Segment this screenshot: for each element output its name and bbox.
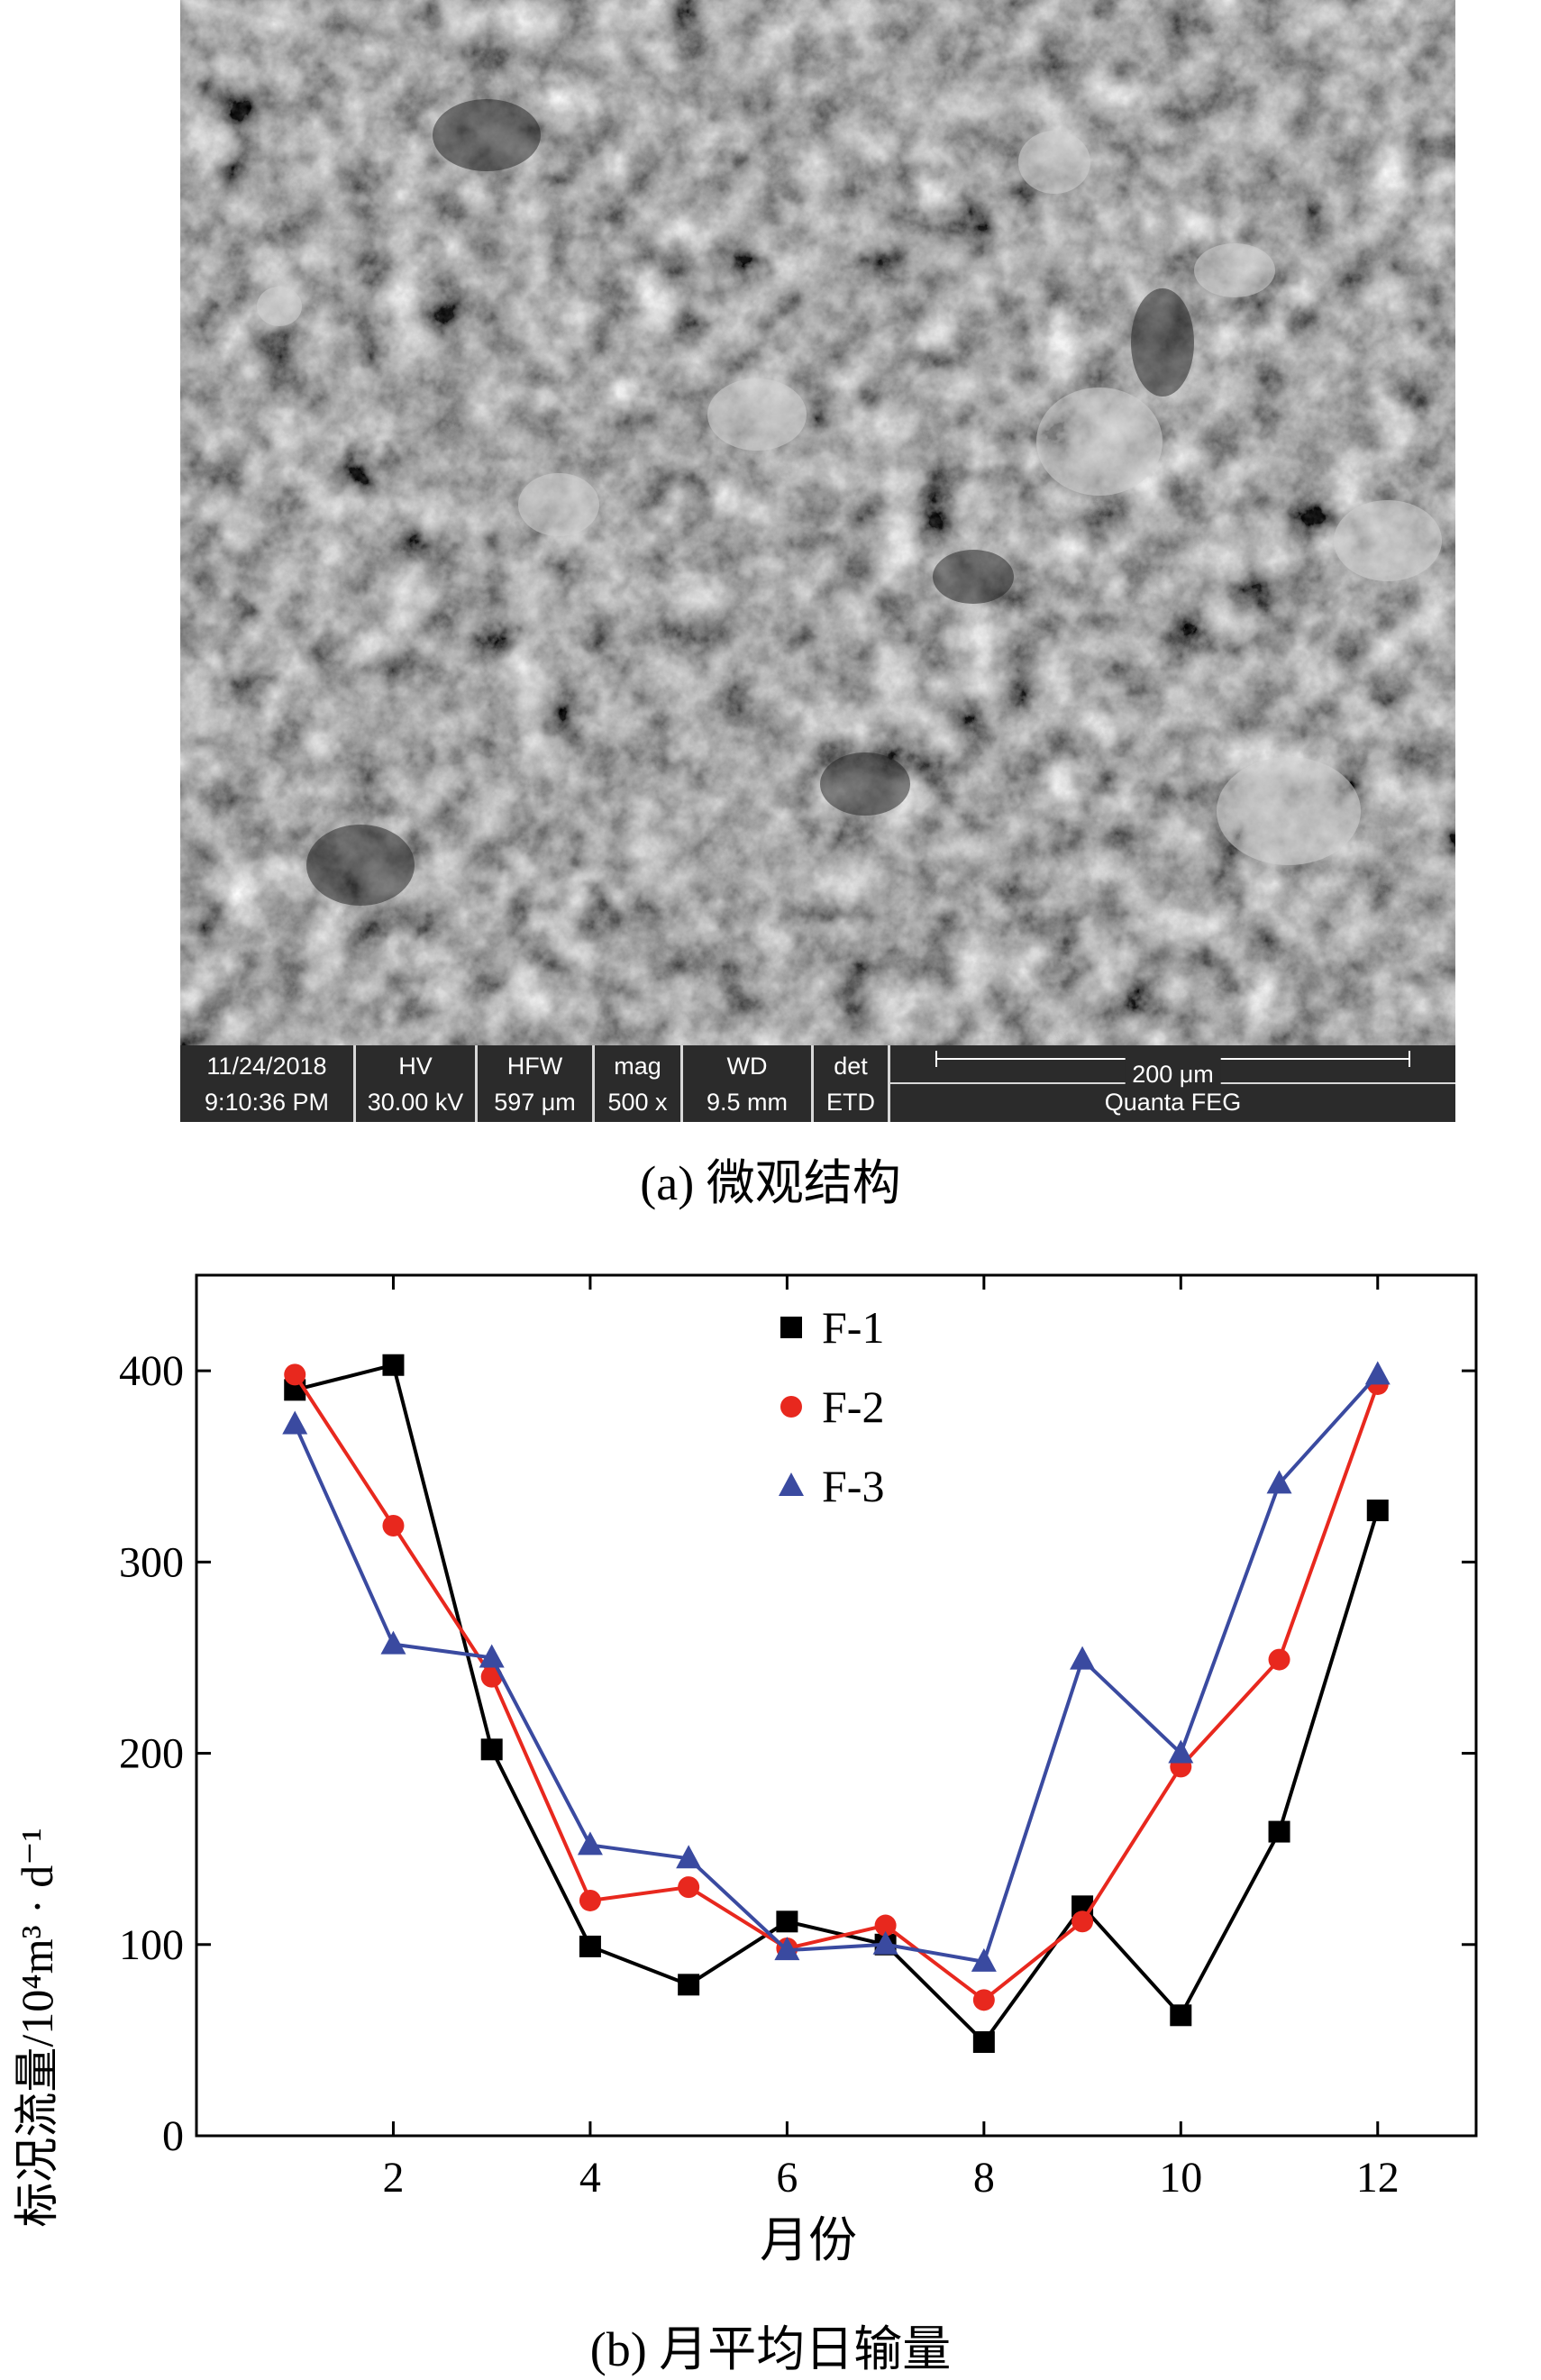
data-point [872,1930,898,1955]
x-tick-label: 4 [579,2154,601,2202]
data-point [972,2031,995,2054]
series-line [293,1373,1380,2002]
sem-mag-value: 500 x [607,1088,668,1116]
sem-hv-label: HV [398,1052,433,1080]
sem-wd-label: WD [726,1052,768,1080]
sem-micrograph-panel: 11/24/2018 9:10:36 PM HV 30.00 kV HFW 59… [180,0,1455,1122]
data-point [479,1644,505,1668]
sem-scale-cell: 200 μm Quanta FEG [890,1045,1455,1122]
y-tick-label: 400 [119,1347,184,1395]
sem-wd-cell: WD 9.5 mm [683,1045,814,1122]
sem-info-bar: 11/24/2018 9:10:36 PM HV 30.00 kV HFW 59… [180,1045,1455,1122]
data-point [1268,1820,1290,1843]
y-axis-label: 标况流量/10⁴m³ · d⁻¹ [12,1828,62,2227]
data-point [380,1630,406,1655]
data-point [480,1738,503,1761]
y-tick-label: 200 [119,1730,184,1778]
data-point [1170,2004,1192,2027]
sem-date: 11/24/2018 [206,1052,327,1080]
sem-micrograph-image [180,0,1455,1045]
sem-hfw-label: HFW [506,1052,563,1080]
sem-mag-cell: mag 500 x [595,1045,683,1122]
y-tick-label: 0 [162,2112,184,2160]
data-point [1071,1910,1094,1933]
data-point [1266,1470,1292,1494]
data-point [1168,1739,1194,1764]
x-tick-label: 6 [776,2154,798,2202]
y-tick-label: 300 [119,1538,184,1586]
data-point [1366,1500,1389,1522]
sem-instrument: Quanta FEG [1104,1089,1242,1116]
x-tick-label: 10 [1159,2154,1202,2202]
data-point [971,1947,997,1972]
data-point [382,1354,405,1376]
x-tick-label: 8 [973,2154,995,2202]
sem-datetime-cell: 11/24/2018 9:10:36 PM [180,1045,356,1122]
data-point [678,1876,700,1899]
legend-label: F-1 [822,1302,884,1353]
x-tick-label: 12 [1356,2154,1400,2202]
sem-det-cell: det ETD [814,1045,890,1122]
x-axis-label: 月份 [760,2213,857,2267]
legend-label: F-3 [822,1461,884,1511]
data-point [577,1831,603,1856]
sem-hv-cell: HV 30.00 kV [356,1045,478,1122]
data-point [972,1989,995,2011]
legend-label: F-2 [822,1381,884,1432]
data-point [774,1937,800,1961]
series-layer [282,1354,1391,2054]
data-point [874,1914,897,1937]
sem-hv-value: 30.00 kV [367,1088,464,1116]
data-point [678,1974,700,1996]
sem-scale-label: 200 μm [1125,1056,1221,1092]
axes: 2 4 6 8 10 12 0 100 200 300 400 [119,1275,1476,2202]
series-F-3 [282,1361,1391,1972]
series-line [293,1373,1380,1964]
caption-a: (a) 微观结构 [640,1156,901,1210]
data-point [1070,1646,1096,1670]
sem-det-value: ETD [826,1088,875,1116]
data-point [1268,1648,1290,1671]
data-point [579,1935,601,1957]
sem-mag-label: mag [614,1052,661,1080]
data-point [382,1515,405,1537]
flow-chart: 2 4 6 8 10 12 0 100 200 300 400 F-1 F-2 F-3 月份 标况流量/… [12,1273,1478,2267]
legend-marker [779,1473,804,1496]
y-tick-label: 100 [119,1921,184,1969]
plot-frame [195,1273,1478,2138]
sem-time: 9:10:36 PM [204,1088,330,1116]
series-line [294,1363,1380,2045]
data-point [676,1845,702,1869]
legend-marker [780,1317,802,1338]
sem-det-label: det [834,1052,868,1080]
caption-b: (b) 月平均日输量 [589,2322,952,2376]
data-point [776,1910,798,1933]
legend-marker [780,1396,802,1418]
legend: F-1 F-2 F-3 [779,1302,884,1511]
plot-area [195,1273,1478,2138]
data-point [284,1363,306,1386]
sem-hfw-value: 597 μm [494,1088,576,1116]
sem-wd-value: 9.5 mm [706,1088,789,1116]
data-point [579,1889,601,1911]
sem-hfw-cell: HFW 597 μm [478,1045,595,1122]
x-tick-label: 2 [382,2154,404,2202]
data-point [1364,1361,1391,1385]
sem-scale-bar: 200 μm [935,1051,1410,1092]
data-point [282,1410,308,1435]
